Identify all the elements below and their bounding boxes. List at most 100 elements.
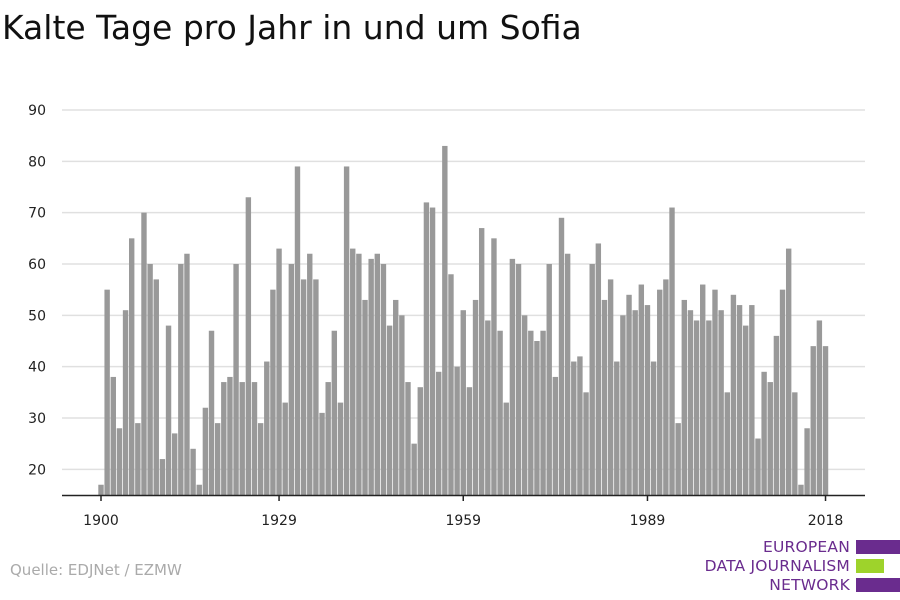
bar-1977 [571,361,577,495]
y-tick-label: 50 [28,308,46,324]
bar-1979 [583,392,589,495]
bar-1903 [116,428,123,495]
bar-1996 [687,310,694,495]
bar-1981 [595,243,602,495]
bar-1972 [540,330,546,495]
bar-1923 [239,382,245,495]
x-tick-label: 2018 [808,513,844,529]
bar-1900 [98,484,104,495]
bar-1986 [626,294,632,495]
bar-1984 [614,361,620,495]
bar-1906 [135,423,141,495]
bar-1995 [681,299,687,495]
bar-2013 [792,392,798,495]
bar-1966 [503,402,509,495]
edjnet-logo: EUROPEAN DATA JOURNALISM NETWORK [700,538,900,600]
bar-2000 [712,289,718,495]
bar-1958 [454,366,460,495]
bar-1982 [601,299,608,495]
bar-1933 [300,279,307,495]
bar-1953 [423,202,430,495]
bar-2003 [730,294,737,495]
bar-1913 [178,264,184,495]
bar-1969 [521,315,528,495]
bar-2018 [822,346,829,495]
bar-1987 [632,310,638,495]
bar-1973 [546,264,552,495]
bar-1904 [122,310,129,495]
logo-bar-purple [856,540,900,554]
bar-1946 [380,264,387,495]
bar-1960 [466,387,473,495]
bar-2009 [767,382,773,495]
bar-1970 [528,330,534,495]
bar-1954 [429,207,436,496]
bar-1914 [184,253,190,495]
bar-1957 [448,274,454,495]
x-tick-label: 1900 [83,513,119,529]
bar-1985 [620,315,626,495]
y-tick-label: 20 [28,462,46,478]
bar-1931 [288,264,295,495]
bar-1919 [214,423,221,495]
bar-1947 [386,325,393,495]
y-tick-label: 80 [28,154,46,170]
bar-1956 [442,145,448,495]
bar-1975 [558,217,565,496]
bar-1942 [356,253,362,495]
bar-1943 [362,299,368,495]
bar-1948 [393,299,399,495]
bar-1928 [270,289,276,495]
bar-2008 [761,371,767,495]
bar-1998 [700,284,706,495]
bar-2016 [810,346,816,495]
bar-1910 [159,459,166,495]
y-tick-label: 40 [28,360,46,376]
bar-1963 [485,320,491,495]
bar-1932 [294,166,301,495]
bar-1941 [350,248,356,495]
bar-1918 [208,330,215,495]
bar-2011 [779,289,786,495]
bar-1980 [589,264,595,495]
bar-1952 [417,387,423,495]
logo-line-1: EUROPEAN [762,538,850,556]
bar-1999 [706,320,712,495]
bar-2007 [755,438,761,495]
bar-1993 [669,207,675,496]
bar-1924 [245,197,252,495]
bar-1925 [251,382,258,495]
bar-1930 [282,402,288,495]
bar-1961 [472,299,479,495]
bar-1944 [368,258,374,495]
bar-1902 [110,376,116,495]
bar-1939 [337,402,344,495]
bar-1945 [374,253,380,495]
logo-bar-purple [856,578,900,592]
bar-2002 [724,392,730,495]
bar-1951 [411,443,417,495]
bar-1937 [325,382,331,495]
y-tick-label: 60 [28,257,46,273]
bar-1912 [171,433,178,495]
bar-1976 [564,253,571,495]
logo-bar-green [856,559,884,573]
y-tick-label: 70 [28,206,46,222]
bar-1901 [104,289,110,495]
bar-1949 [399,315,405,495]
logo-line-3: NETWORK [769,576,850,594]
bar-2004 [736,305,743,495]
x-tick-label: 1989 [630,513,666,529]
x-tick-label: 1959 [445,513,481,529]
bar-2001 [718,310,724,495]
bar-1934 [307,253,313,495]
bar-1990 [650,361,657,495]
source-note: Quelle: EDJNet / EZMW [10,561,182,579]
x-tick-label: 1929 [261,513,297,529]
bar-1908 [147,264,153,495]
bar-1991 [657,289,663,495]
y-tick-label: 90 [28,103,46,119]
bar-1997 [693,320,700,495]
bar-1915 [190,448,196,495]
bar-1920 [221,382,227,495]
